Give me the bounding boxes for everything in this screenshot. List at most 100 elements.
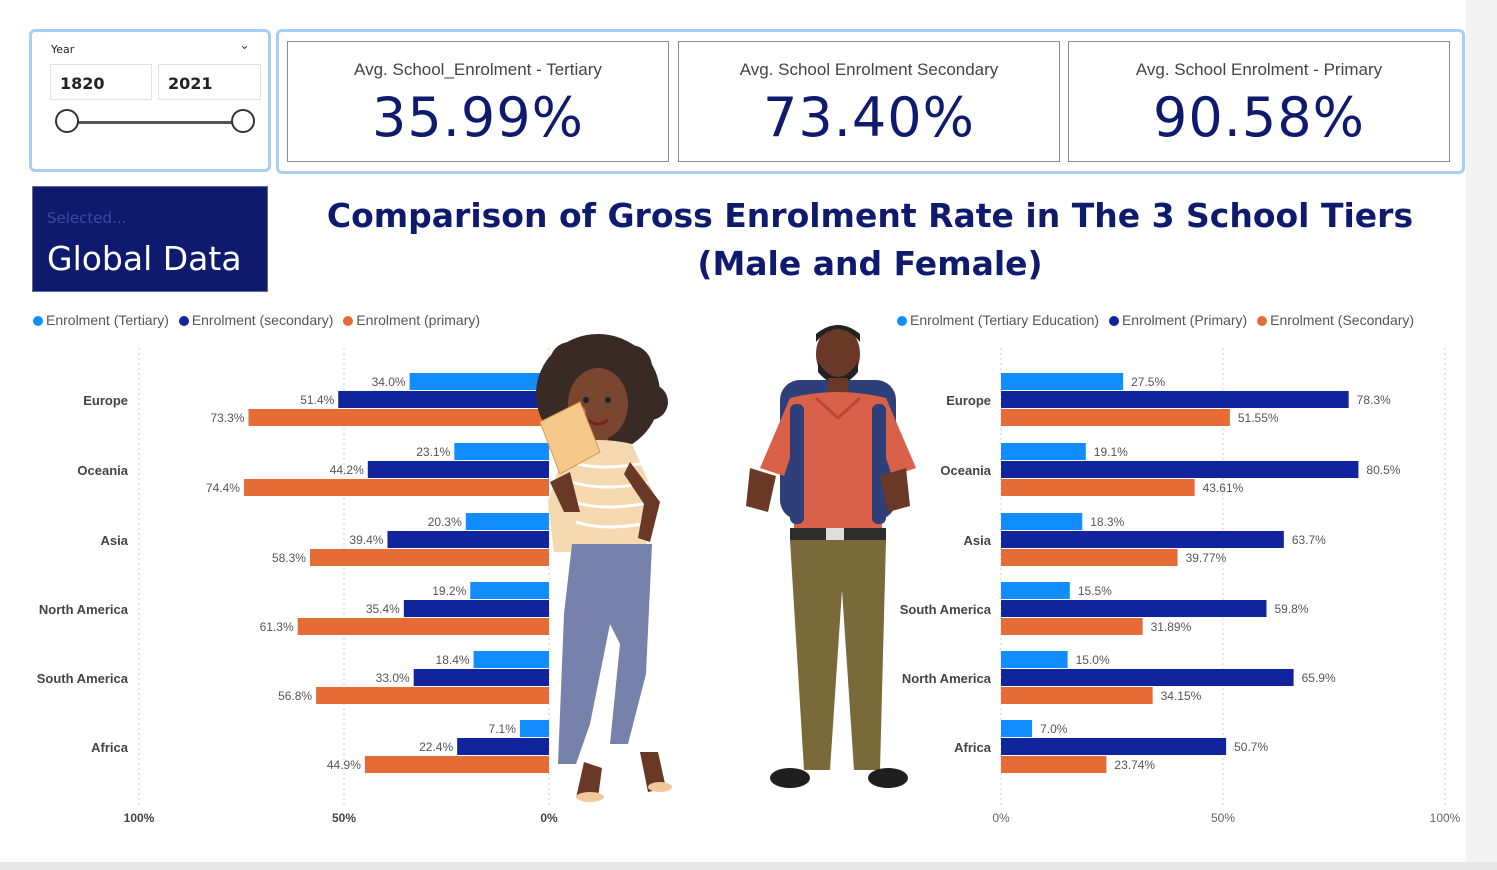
data-label: 65.9% [1302, 671, 1336, 685]
data-label: 18.3% [1090, 515, 1124, 529]
legend-item[interactable]: Enrolment (Tertiary) [33, 312, 169, 328]
kpi-card-group [276, 29, 1465, 174]
kpi-value: 73.40% [763, 86, 975, 149]
data-label: 23.1% [416, 445, 450, 459]
legend-dot-icon [178, 316, 189, 326]
bar [243, 479, 549, 496]
selected-card[interactable]: Selected... Global Data [32, 186, 268, 292]
data-label: 73.3% [210, 411, 244, 425]
data-label: 7.1% [489, 722, 517, 736]
legend-item[interactable]: Enrolment (primary) [343, 312, 480, 328]
category-label: Europe [83, 393, 128, 408]
selected-value: Global Data [47, 239, 242, 278]
data-label: 19.2% [432, 584, 466, 598]
year-slicer[interactable]: Year ⌄ 1820 2021 [29, 29, 271, 172]
right-chart-legend: Enrolment (Tertiary Education) Enrolment… [897, 312, 1420, 328]
category-label: Africa [91, 740, 129, 755]
legend-label: Enrolment (secondary) [191, 312, 334, 328]
data-label: 51.55% [1238, 411, 1279, 425]
bar [316, 687, 549, 704]
bar [1001, 720, 1033, 737]
bar [248, 409, 549, 426]
slicer-title: Year [51, 43, 75, 56]
legend-dot-icon [1108, 316, 1119, 326]
data-label: 18.4% [436, 653, 470, 667]
student-man-illustration [746, 325, 916, 788]
legend-dot-icon [1257, 316, 1268, 326]
data-label: 44.2% [330, 463, 364, 477]
category-label: North America [39, 602, 129, 617]
legend-label: Enrolment (Secondary) [1270, 312, 1415, 328]
bar [519, 720, 549, 737]
bar [1001, 756, 1107, 773]
bar [1001, 531, 1284, 548]
data-label: 39.4% [349, 533, 383, 547]
kpi-value: 35.99% [372, 86, 584, 149]
legend-item[interactable]: Enrolment (Primary) [1108, 312, 1248, 328]
legend-dot-icon [343, 316, 354, 326]
bar [1001, 600, 1267, 617]
kpi-label: Avg. School_Enrolment - Tertiary [354, 60, 602, 79]
data-label: 27.5% [1131, 375, 1165, 389]
year-end-handle[interactable] [231, 109, 255, 133]
bar [309, 549, 549, 566]
legend-label: Enrolment (primary) [356, 312, 481, 328]
canvas-right-edge [1466, 0, 1497, 870]
data-label: 34.15% [1161, 689, 1202, 703]
left-chart-legend: Enrolment (Tertiary) Enrolment (secondar… [33, 312, 486, 328]
bar [1001, 461, 1359, 478]
legend-dot-icon [897, 316, 907, 326]
kpi-label: Avg. School Enrolment - Primary [1135, 60, 1383, 79]
category-label: Europe [946, 393, 991, 408]
data-label: 15.5% [1078, 584, 1112, 598]
legend-item[interactable]: Enrolment (Secondary) [1257, 312, 1414, 328]
kpi-card-secondary: Avg. School Enrolment Secondary 73.40% [678, 41, 1060, 162]
data-label: 59.8% [1275, 602, 1309, 616]
legend-item[interactable]: Enrolment (Tertiary Education) [897, 312, 1099, 328]
title-line-1: Comparison of Gross Enrolment Rate in Th… [326, 196, 1414, 235]
category-label: South America [900, 602, 992, 617]
category-label: Oceania [77, 463, 128, 478]
data-label: 31.89% [1151, 620, 1192, 634]
category-label: Africa [954, 740, 992, 755]
bar [1001, 513, 1083, 530]
kpi-value: 90.58% [1153, 86, 1365, 149]
data-label: 50.7% [1234, 740, 1268, 754]
year-to-input[interactable]: 2021 [158, 64, 261, 100]
chevron-down-icon[interactable]: ⌄ [239, 38, 250, 53]
data-label: 78.3% [1357, 393, 1391, 407]
bar [473, 651, 549, 668]
bar [1001, 618, 1143, 635]
year-from-input[interactable]: 1820 [50, 64, 152, 100]
legend-label: Enrolment (Tertiary Education) [910, 312, 1100, 328]
year-start-handle[interactable] [55, 109, 79, 133]
bar [364, 756, 549, 773]
kpi-label: Avg. School Enrolment Secondary [739, 60, 999, 79]
category-label: Oceania [940, 463, 991, 478]
bar [403, 600, 549, 617]
bar [1001, 687, 1153, 704]
bar [367, 461, 549, 478]
kpi-card-primary: Avg. School Enrolment - Primary 90.58% [1068, 41, 1450, 162]
legend-item[interactable]: Enrolment (secondary) [178, 312, 334, 328]
legend-label: Enrolment (Tertiary) [46, 312, 169, 328]
data-label: 15.0% [1076, 653, 1110, 667]
data-label: 56.8% [278, 689, 312, 703]
bar [1001, 582, 1070, 599]
year-range-track[interactable] [67, 121, 244, 124]
data-label: 74.4% [206, 481, 240, 495]
bar [470, 582, 549, 599]
x-tick-label: 0% [540, 811, 558, 825]
data-label: 7.0% [1040, 722, 1068, 736]
bar [338, 391, 549, 408]
category-label: South America [37, 671, 129, 686]
bar [297, 618, 549, 635]
legend-label: Enrolment (Primary) [1121, 312, 1248, 328]
bar [413, 669, 549, 686]
bar [454, 443, 549, 460]
bar [1001, 443, 1086, 460]
bar [457, 738, 549, 755]
title-line-2: (Male and Female) [697, 244, 1043, 283]
x-tick-label: 0% [992, 811, 1010, 825]
